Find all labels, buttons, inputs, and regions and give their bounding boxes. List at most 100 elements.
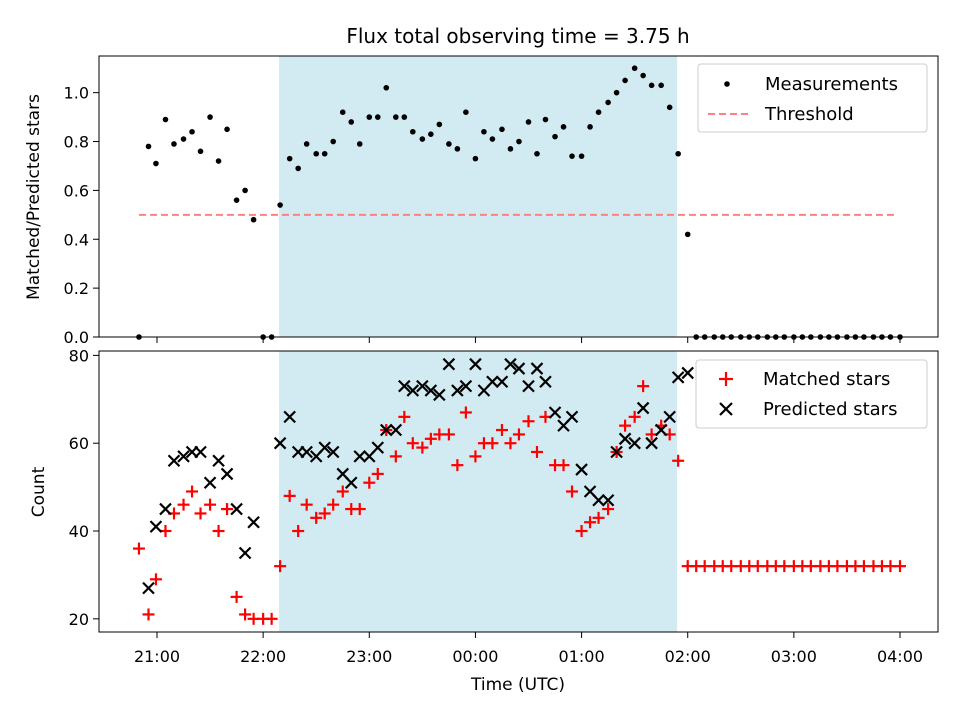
matched-star-point	[239, 608, 252, 621]
measurement-point	[410, 128, 416, 135]
x-tick-label: 00:00	[452, 647, 498, 666]
measurement-point	[472, 155, 479, 162]
predicted-star-point	[300, 445, 313, 459]
matched-star-point	[142, 608, 155, 621]
predicted-star-stroke	[149, 520, 163, 533]
measurement-point	[303, 141, 310, 147]
predicted-star-point	[681, 366, 694, 380]
matched-star-point	[557, 459, 570, 472]
matched-star-point	[637, 380, 650, 393]
predicted-star-point	[416, 379, 429, 393]
measurement-point	[595, 109, 602, 115]
predicted-star-point	[344, 476, 358, 489]
top-observing-window-shade	[279, 56, 678, 337]
predicted-star-point	[495, 375, 509, 389]
top-legend-box	[697, 63, 928, 133]
matched-star-point	[619, 419, 632, 432]
measurement-point	[162, 116, 169, 123]
measurement-point	[675, 150, 681, 157]
predicted-star-point	[601, 494, 615, 507]
predicted-star-stroke	[238, 546, 252, 560]
matched-star-point	[318, 507, 331, 520]
predicted-star-point	[459, 379, 473, 393]
measurement-point	[454, 146, 461, 152]
matched-star-point	[292, 525, 305, 538]
matched-star-point	[530, 445, 543, 458]
matched-star-point	[230, 590, 243, 603]
matched-star-point	[300, 498, 313, 511]
predicted-star-point	[203, 476, 217, 489]
predicted-star-stroke	[459, 379, 473, 393]
predicted-star-stroke	[610, 445, 623, 459]
predicted-star-stroke	[212, 454, 225, 468]
predicted-star-stroke	[247, 515, 260, 529]
measurement-point	[658, 82, 664, 89]
predicted-star-point	[389, 423, 403, 437]
matched-star-point	[592, 511, 605, 524]
matched-star-point	[353, 503, 366, 516]
measurement-point	[648, 82, 655, 89]
predicted-star-point	[220, 467, 234, 481]
legend-matched-label: Matched stars	[763, 369, 890, 390]
predicted-star-point	[283, 410, 296, 424]
predicted-star-point	[326, 445, 340, 459]
predicted-star-stroke	[167, 454, 181, 468]
predicted-star-point	[618, 432, 632, 446]
matched-star-point	[212, 525, 225, 538]
predicted-star-stroke	[575, 463, 588, 476]
chart-title: Flux total observing time = 3.75 h	[346, 24, 689, 48]
measurement-point	[171, 141, 177, 147]
measurement-point	[153, 160, 159, 167]
measurement-point	[525, 119, 532, 125]
measurement-point	[542, 116, 549, 123]
predicted-star-stroke	[433, 388, 446, 402]
matched-star-point	[194, 507, 207, 520]
predicted-star-stroke	[565, 410, 579, 424]
predicted-star-point	[504, 357, 517, 371]
y-tick-label: 80	[69, 346, 89, 365]
measurement-point	[428, 131, 434, 137]
predicted-star-stroke	[636, 401, 650, 415]
predicted-star-point	[371, 441, 385, 454]
measurement-point	[587, 124, 593, 130]
matched-star-point	[495, 424, 508, 437]
legend-measurements-label: Measurements	[765, 74, 898, 95]
matched-star-point	[283, 489, 296, 502]
y-tick-label: 40	[69, 522, 89, 541]
matched-star-point	[186, 485, 199, 498]
predicted-star-stroke	[618, 432, 632, 446]
predicted-star-stroke	[654, 423, 668, 437]
top-legend: Measurements Threshold	[697, 63, 928, 133]
matched-star-point	[371, 467, 384, 480]
top-y-ticks: 0.0 0.2 0.4 0.6 0.8 1.0	[64, 84, 99, 347]
matched-star-point	[132, 542, 145, 555]
matched-star-point	[894, 560, 906, 573]
matched-star-point	[602, 503, 615, 516]
predicted-star-stroke	[406, 384, 420, 397]
matched-star-point	[628, 410, 641, 423]
measurement-point	[605, 99, 611, 106]
predicted-star-stroke	[663, 410, 676, 424]
measurement-point	[250, 216, 257, 223]
measurement-point	[356, 141, 363, 147]
measurement-point	[189, 128, 195, 135]
matched-star-point	[274, 560, 287, 573]
predicted-star-point	[318, 441, 331, 454]
measurement-point	[640, 72, 646, 79]
measurement-point	[393, 114, 399, 120]
measurement-point	[666, 104, 673, 111]
x-tick-label: 01:00	[559, 647, 605, 666]
predicted-star-stroke	[601, 494, 615, 507]
predicted-star-point	[353, 450, 367, 463]
matched-star-point	[469, 450, 482, 463]
predicted-star-stroke	[318, 441, 331, 454]
predicted-star-point	[636, 401, 650, 415]
measurement-point	[499, 126, 505, 133]
predicted-star-stroke	[681, 366, 694, 380]
predicted-star-stroke	[194, 445, 207, 459]
matched-star-point	[406, 437, 419, 450]
measurement-point	[145, 143, 152, 150]
matched-star-point	[451, 459, 464, 472]
predicted-star-stroke	[371, 441, 385, 454]
